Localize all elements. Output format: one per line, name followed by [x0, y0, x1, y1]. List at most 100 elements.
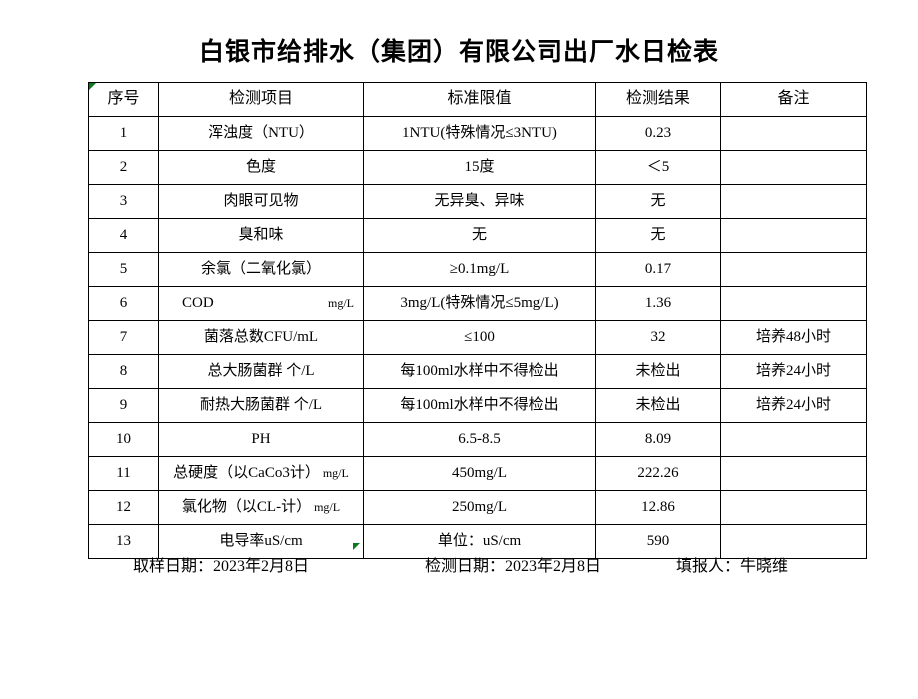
cell-test-item: 耐热大肠菌群 个/L	[158, 388, 364, 423]
cell-test-result: 32	[595, 320, 721, 355]
test-item-name: COD	[182, 294, 214, 311]
cell-remark	[720, 218, 867, 253]
table-row: 10 PH 6.5-8.5 8.09	[88, 422, 867, 457]
cell-test-item: 色度	[158, 150, 364, 185]
test-item-name: 总硬度（以CaCo3计）	[173, 464, 320, 481]
cell-standard-limit: 每100ml水样中不得检出	[363, 354, 596, 389]
cell-row-number: 2	[88, 150, 159, 185]
page-title: 白银市给排水（集团）有限公司出厂水日检表	[198, 39, 719, 66]
cell-standard-limit: ≤100	[363, 320, 596, 355]
cell-test-result: 未检出	[595, 388, 721, 423]
cell-test-result: 无	[595, 184, 721, 219]
cell-test-item: 总大肠菌群 个/L	[158, 354, 364, 389]
table-row: 6 COD mg/L 3mg/L(特殊情况≤5mg/L) 1.36	[88, 286, 867, 321]
cell-row-number: 5	[88, 252, 159, 287]
table-row: 12 氯化物（以CL-计） mg/L 250mg/L 12.86	[88, 490, 867, 525]
cell-test-item: PH	[158, 422, 364, 457]
cell-remark	[720, 422, 867, 457]
cell-row-number: 13	[88, 524, 159, 559]
test-item-unit: mg/L	[322, 465, 349, 480]
sampling-date-label: 取样日期：2023年2月8日	[133, 558, 310, 575]
cell-remark	[720, 456, 867, 491]
cell-test-item: 浑浊度（NTU）	[158, 116, 364, 151]
cell-test-result: 0.17	[595, 252, 721, 287]
cell-test-item: 氯化物（以CL-计） mg/L	[158, 490, 364, 525]
cell-comment-marker-icon	[89, 83, 96, 90]
table-row: 2 色度 15度 ＜5	[88, 150, 867, 185]
table-row: 9 耐热大肠菌群 个/L 每100ml水样中不得检出 未检出 培养24小时	[88, 388, 867, 423]
cell-standard-limit: 250mg/L	[363, 490, 596, 525]
table-row: 11 总硬度（以CaCo3计） mg/L 450mg/L 222.26	[88, 456, 867, 491]
test-item-unit: mg/L	[314, 499, 341, 514]
table-row: 5 余氯（二氧化氯） ≥0.1mg/L 0.17	[88, 252, 867, 287]
cell-remark: 培养24小时	[720, 354, 867, 389]
cell-test-result: 8.09	[595, 422, 721, 457]
water-quality-table-container: 序号 检测项目 标准限值 检测结果 备注 1 浑浊度（NTU） 1NTU(特殊情况≤3NTU)…	[88, 82, 867, 559]
table-row: 7 菌落总数CFU/mL ≤100 32 培养48小时	[88, 320, 867, 355]
cell-row-number: 9	[88, 388, 159, 423]
cell-row-number: 11	[88, 456, 159, 491]
cell-remark	[720, 252, 867, 287]
cell-test-result: 0.23	[595, 116, 721, 151]
cell-row-number: 12	[88, 490, 159, 525]
cell-test-item: 余氯（二氧化氯）	[158, 252, 364, 287]
column-header-row-number: 序号	[88, 82, 159, 117]
cell-test-item: 臭和味	[158, 218, 364, 253]
cell-remark	[720, 184, 867, 219]
table-body: 序号 检测项目 标准限值 检测结果 备注 1 浑浊度（NTU） 1NTU(特殊情况≤3NTU)…	[88, 82, 867, 559]
column-header-remark: 备注	[720, 82, 867, 117]
water-quality-table: 序号 检测项目 标准限值 检测结果 备注 1 浑浊度（NTU） 1NTU(特殊情况≤3NTU)…	[88, 82, 867, 559]
cell-test-result: ＜5	[595, 150, 721, 185]
table-row: 3 肉眼可见物 无异臭、异味无	[88, 184, 867, 219]
cell-standard-limit: 15度	[363, 150, 596, 185]
table-row: 1 浑浊度（NTU） 1NTU(特殊情况≤3NTU) 0.23	[88, 116, 867, 151]
cell-row-number: 7	[88, 320, 159, 355]
cell-row-number: 6	[88, 286, 159, 321]
cell-standard-limit: 6.5-8.5	[363, 422, 596, 457]
cell-standard-limit: 无	[363, 218, 596, 253]
cell-test-item: COD mg/L	[158, 286, 364, 321]
cell-remark	[720, 490, 867, 525]
test-item-name: 氯化物（以CL-计）	[181, 498, 312, 515]
cell-row-number: 8	[88, 354, 159, 389]
table-row: 13 电导率uS/cm 单位：uS/cm 590	[88, 524, 867, 559]
cell-test-result: 1.36	[595, 286, 721, 321]
testing-date-label: 检测日期：2023年2月8日	[425, 558, 602, 575]
cell-standard-limit: 无异臭、异味	[363, 184, 596, 219]
cell-test-result: 590	[595, 524, 721, 559]
cell-test-item: 肉眼可见物	[158, 184, 364, 219]
footer: 取样日期：2023年2月8日 检测日期：2023年2月8日 填报人：牛晓维	[88, 552, 878, 576]
cell-test-item: 总硬度（以CaCo3计） mg/L	[158, 456, 364, 491]
cell-standard-limit: 3mg/L(特殊情况≤5mg/L)	[363, 286, 596, 321]
cell-test-result: 无	[595, 218, 721, 253]
cell-remark: 培养24小时	[720, 388, 867, 423]
cell-remark	[720, 150, 867, 185]
table-header-row: 序号 检测项目 标准限值 检测结果 备注	[88, 82, 867, 117]
cell-remark	[720, 116, 867, 151]
column-header-test-result: 检测结果	[595, 82, 721, 117]
cell-test-result: 未检出	[595, 354, 721, 389]
cell-row-number: 1	[88, 116, 159, 151]
cell-standard-limit: 1NTU(特殊情况≤3NTU)	[363, 116, 596, 151]
column-header-standard-limit: 标准限值	[363, 82, 596, 117]
column-header-test-item: 检测项目	[158, 82, 364, 117]
cell-row-number: 3	[88, 184, 159, 219]
cell-remark	[720, 524, 867, 559]
cell-standard-limit: 每100ml水样中不得检出	[363, 388, 596, 423]
cell-test-result: 12.86	[595, 490, 721, 525]
table-row: 4 臭和味无无	[88, 218, 867, 253]
cell-remark	[720, 286, 867, 321]
table-row: 8 总大肠菌群 个/L 每100ml水样中不得检出 未检出 培养24小时	[88, 354, 867, 389]
cell-row-number: 4	[88, 218, 159, 253]
cell-test-item: 菌落总数CFU/mL	[158, 320, 364, 355]
cell-standard-limit: ≥0.1mg/L	[363, 252, 596, 287]
cell-standard-limit: 450mg/L	[363, 456, 596, 491]
cell-test-result: 222.26	[595, 456, 721, 491]
cell-test-item: 电导率uS/cm	[158, 524, 364, 559]
reporter-label: 填报人：牛晓维	[676, 558, 789, 575]
cell-row-number: 10	[88, 422, 159, 457]
test-item-unit: mg/L	[328, 295, 354, 310]
cell-comment-marker-icon	[353, 543, 360, 550]
cell-remark: 培养48小时	[720, 320, 867, 355]
